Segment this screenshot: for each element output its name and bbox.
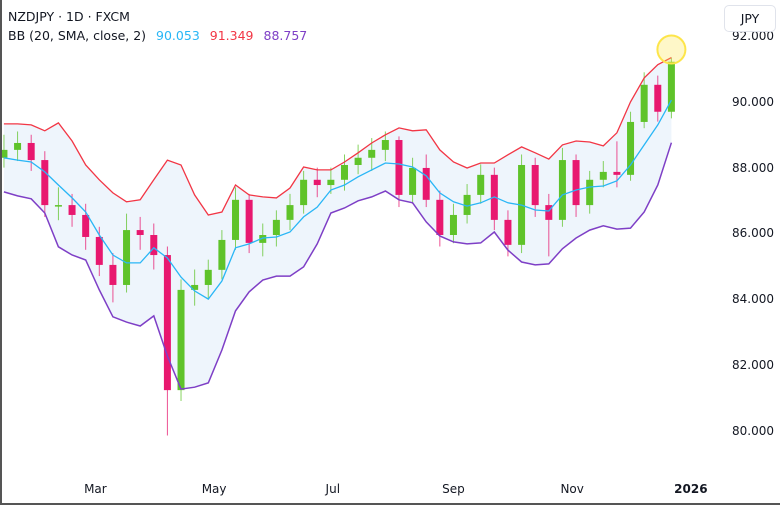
- candle-body: [558, 160, 566, 220]
- chart-legend: NZDJPY · 1D · FXCM BB (20, SMA, close, 2…: [8, 7, 313, 45]
- basis-value: 90.053: [156, 28, 200, 43]
- candle-body: [136, 230, 144, 235]
- upper-band-line: [3, 57, 672, 216]
- indicator-legend[interactable]: BB (20, SMA, close, 2) 90.053 91.349 88.…: [8, 26, 313, 45]
- candle-body: [82, 214, 90, 237]
- candle-body: [422, 167, 430, 200]
- price-tick-label: 90.000: [732, 94, 774, 109]
- candle-body: [123, 230, 131, 285]
- price-tick-label: 80.000: [732, 423, 774, 438]
- candle-body: [409, 167, 417, 195]
- time-tick-label: May: [201, 482, 227, 496]
- time-tick-label: Mar: [84, 482, 107, 496]
- indicator-label: BB (20, SMA, close, 2): [8, 28, 147, 43]
- candle-body: [436, 199, 444, 235]
- candle-body: [599, 171, 607, 180]
- candle-body: [286, 205, 294, 220]
- candle-body: [395, 140, 403, 195]
- price-tick-label: 86.000: [732, 226, 774, 241]
- candle-body: [150, 235, 158, 256]
- candle-body: [300, 179, 308, 206]
- price-tick-label: 82.000: [732, 357, 774, 372]
- candle-body: [259, 235, 267, 243]
- candle-body: [627, 121, 635, 175]
- candle-body: [327, 179, 335, 186]
- candle-body: [313, 179, 321, 186]
- candle-body: [531, 164, 539, 206]
- candle-body: [2, 149, 8, 158]
- candle-body: [232, 199, 240, 240]
- candle-body: [586, 179, 594, 206]
- price-tick-label: 84.000: [732, 292, 774, 307]
- candle-body: [14, 142, 22, 150]
- candle-body: [449, 214, 457, 235]
- price-plot[interactable]: [2, 0, 722, 470]
- candle-body: [613, 171, 621, 175]
- lower-band-line: [3, 142, 673, 390]
- candle-body: [41, 160, 49, 206]
- candle-body: [163, 255, 171, 391]
- candle-body: [463, 194, 471, 215]
- upper-value: 91.349: [209, 28, 254, 43]
- candle-body: [191, 284, 199, 290]
- price-tick-label: 92.000: [732, 29, 774, 44]
- band-fill: [3, 57, 672, 390]
- candle-body: [177, 289, 185, 391]
- candle-body: [245, 199, 253, 243]
- candle-body: [368, 149, 376, 158]
- candle-body: [340, 164, 348, 180]
- candle-body: [545, 205, 553, 220]
- lower-value: 88.757: [263, 28, 308, 43]
- last-bar-highlight: [656, 34, 687, 65]
- candle-body: [27, 142, 35, 161]
- candle-body: [504, 219, 512, 245]
- candle-body: [354, 157, 362, 165]
- candle-body: [95, 236, 103, 265]
- basis-line: [3, 99, 672, 300]
- candle-body: [109, 264, 117, 285]
- candle-body: [381, 140, 389, 150]
- time-tick-label: 2026: [674, 482, 708, 496]
- candle-body: [477, 174, 485, 195]
- time-tick-label: Sep: [442, 482, 465, 496]
- candle-body: [204, 269, 212, 285]
- candle-body: [640, 84, 648, 122]
- candle-body: [218, 239, 226, 270]
- time-tick-label: Nov: [560, 482, 584, 496]
- time-tick-label: Jul: [325, 482, 341, 496]
- candle-body: [667, 61, 675, 112]
- candle-body: [654, 84, 662, 112]
- candle-body: [572, 160, 580, 206]
- candle-body: [68, 205, 76, 215]
- currency-button[interactable]: JPY: [724, 5, 776, 32]
- candle-body: [54, 205, 62, 207]
- symbol-title[interactable]: NZDJPY · 1D · FXCM: [8, 9, 130, 24]
- price-tick-label: 88.000: [732, 160, 774, 175]
- candle-body: [272, 219, 280, 235]
